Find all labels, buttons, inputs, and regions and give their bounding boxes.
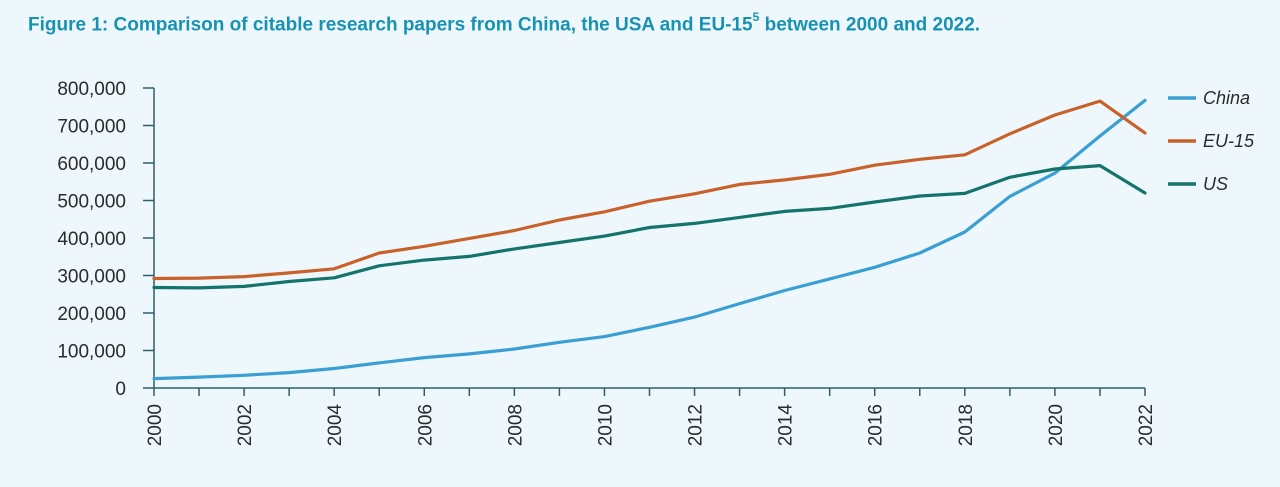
- x-tick-label: 2012: [686, 404, 707, 446]
- legend-label: China: [1203, 88, 1250, 108]
- legend-label: US: [1203, 174, 1228, 194]
- x-tick-label: 2016: [866, 404, 887, 446]
- x-tick-label: 2006: [415, 404, 436, 446]
- x-tick-label: 2000: [145, 404, 166, 446]
- chart-title: Figure 1: Comparison of citable research…: [28, 10, 981, 36]
- x-tick-label: 2008: [505, 404, 526, 446]
- x-tick-label: 2022: [1136, 404, 1157, 446]
- series-lines: [152, 98, 1147, 381]
- series-line-china: [152, 98, 1147, 381]
- y-tick-label: 800,000: [57, 79, 126, 100]
- x-tick-label: 2020: [1046, 404, 1067, 446]
- y-tick-label: 400,000: [57, 229, 126, 250]
- x-tick-label: 2004: [325, 404, 346, 447]
- y-tick-label: 200,000: [57, 304, 126, 325]
- series-line-eu-15: [152, 99, 1147, 281]
- legend: China EU-15 US: [1168, 88, 1255, 194]
- y-tick-label: 300,000: [57, 267, 126, 288]
- y-tick-label: 100,000: [57, 342, 126, 363]
- x-tick-label: 2010: [595, 404, 616, 446]
- axes: 0 100,000 200,000 300,000 400,000 500,000 600,…: [57, 79, 1157, 446]
- y-tick-label: 700,000: [57, 117, 126, 138]
- legend-label: EU-15: [1203, 131, 1255, 151]
- y-tick-label: 600,000: [57, 154, 126, 175]
- series-line-us: [152, 164, 1147, 290]
- x-tick-label: 2002: [235, 404, 256, 446]
- x-tick-label: 2018: [956, 404, 977, 446]
- x-tick-label: 2014: [776, 404, 797, 447]
- y-tick-label: 500,000: [57, 192, 126, 213]
- y-tick-label: 0: [115, 379, 126, 400]
